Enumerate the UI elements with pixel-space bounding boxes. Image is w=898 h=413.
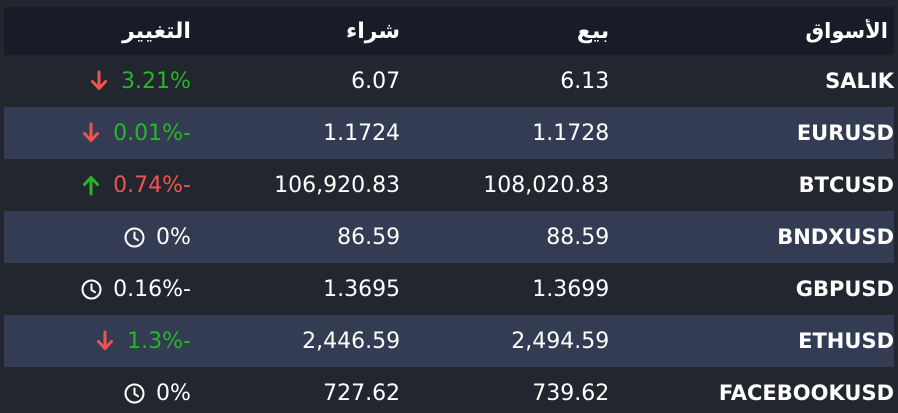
market-symbol: EURUSD [796, 121, 894, 145]
column-header-change: التغيير [122, 18, 191, 44]
market-symbol: GBPUSD [795, 277, 894, 301]
buy-price: 1.1724 [323, 120, 401, 146]
buy-price: 2,446.59 [302, 328, 401, 354]
buy-price: 727.62 [323, 380, 401, 406]
clock-icon [79, 277, 103, 301]
table-row[interactable]: ETHUSD 2,494.59 2,446.59 1.3%- [4, 315, 894, 367]
clock-icon [122, 225, 146, 249]
clock-icon [122, 381, 146, 405]
table-row[interactable]: EURUSD 1.1728 1.1724 0.01%- [4, 107, 894, 159]
table-row[interactable]: SALIK 6.13 6.07 3.21% [4, 55, 894, 107]
sell-price: 108,020.83 [483, 172, 610, 198]
buy-price: 86.59 [337, 224, 401, 250]
table-header-row: الأسواق بيع شراء التغيير [4, 7, 894, 55]
arrow-down-icon [87, 69, 111, 93]
change-percent: 0% [156, 380, 191, 406]
market-symbol: SALIK [825, 69, 894, 93]
market-symbol: FACEBOOKUSD [718, 381, 894, 405]
change-cell: 0.01%- [4, 121, 191, 146]
change-cell: 0.16%- [4, 277, 191, 302]
change-cell: 1.3%- [4, 329, 191, 354]
change-cell: 0.74%- [4, 173, 191, 198]
change-percent: 1.3%- [127, 328, 191, 354]
arrow-up-icon [79, 173, 103, 197]
sell-price: 2,494.59 [511, 328, 610, 354]
change-percent: 0.74%- [113, 172, 191, 198]
table-body: SALIK 6.13 6.07 3.21% EURUSD 1.1728 1.1724 0.01… [4, 55, 894, 413]
table-row[interactable]: GBPUSD 1.3699 1.3695 0.16%- [4, 263, 894, 315]
table-row[interactable]: BTCUSD 108,020.83 106,920.83 0.74%- [4, 159, 894, 211]
market-symbol: BTCUSD [798, 173, 894, 197]
sell-price: 6.13 [560, 68, 610, 94]
sell-price: 1.3699 [532, 276, 610, 302]
column-header-buy: شراء [345, 18, 401, 44]
arrow-down-icon [93, 329, 117, 353]
table-row[interactable]: BNDXUSD 88.59 86.59 0% [4, 211, 894, 263]
change-cell: 0% [4, 381, 191, 406]
market-symbol: ETHUSD [798, 329, 894, 353]
buy-price: 6.07 [351, 68, 401, 94]
buy-price: 106,920.83 [274, 172, 401, 198]
change-percent: 0% [156, 224, 191, 250]
sell-price: 739.62 [532, 380, 610, 406]
column-header-markets: الأسواق [805, 19, 888, 43]
sell-price: 1.1728 [532, 120, 610, 146]
change-cell: 0% [4, 225, 191, 250]
arrow-down-icon [79, 121, 103, 145]
sell-price: 88.59 [546, 224, 610, 250]
change-percent: 0.01%- [113, 120, 191, 146]
market-symbol: BNDXUSD [777, 225, 894, 249]
table-row[interactable]: FACEBOOKUSD 739.62 727.62 0% [4, 367, 894, 413]
change-percent: 3.21% [121, 68, 191, 94]
change-cell: 3.21% [4, 69, 191, 94]
column-header-sell: بيع [576, 18, 610, 44]
change-percent: 0.16%- [113, 276, 191, 302]
buy-price: 1.3695 [323, 276, 401, 302]
